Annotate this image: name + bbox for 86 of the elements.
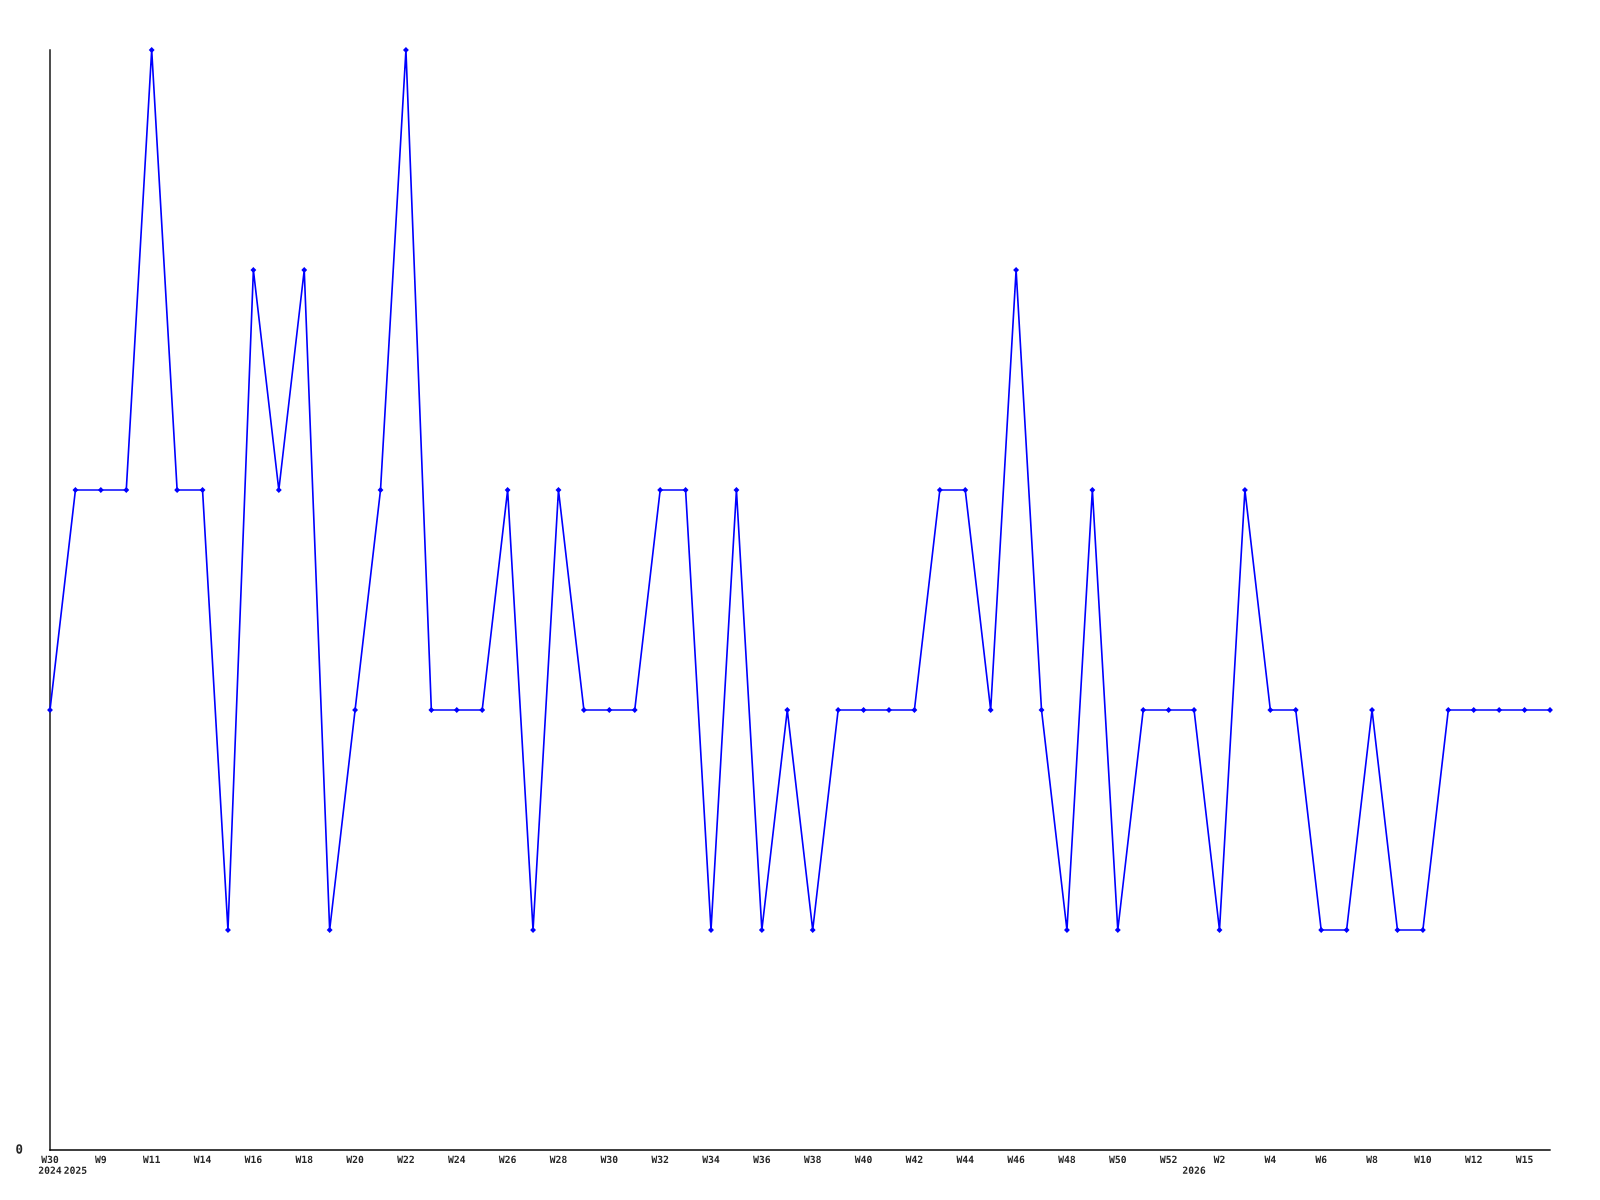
point [962,487,969,493]
point [428,707,435,713]
x-tick-label: W24 [448,1155,466,1163]
x-tick-label: W11 [142,1155,161,1163]
x-tick-label: W28 [549,1155,567,1164]
point [479,707,486,713]
x-tick-label: W9 [94,1155,107,1164]
point [148,47,155,53]
point [835,707,842,713]
point [301,267,308,273]
text: 0 [16,1144,23,1154]
point [936,487,943,493]
point [1496,707,1503,713]
point [352,707,359,713]
point [1292,707,1299,713]
point [1343,927,1350,933]
x-tick-label: W36 [753,1155,771,1164]
point [657,487,664,493]
point [377,487,384,493]
point [1318,927,1325,933]
point [72,487,79,493]
x-tick-label: W26 [498,1155,516,1164]
x-tick-label: W42 [905,1155,923,1163]
x-tick-label: W16 [244,1155,262,1164]
x-tick-label: W48 [1058,1155,1076,1164]
point [987,707,994,713]
point [1165,707,1172,713]
point [1013,267,1020,273]
x-tick-label: W14 [193,1155,211,1163]
point [275,487,282,493]
x-tick-label: W52 [1159,1155,1177,1164]
x-tick-label: 2026 [1182,1166,1206,1174]
point [504,487,511,493]
point [1038,707,1045,713]
point [860,707,867,713]
point [733,487,740,493]
x-tick-label: W22 [397,1155,414,1163]
x-tick-label: W44 [956,1155,974,1163]
point [1064,927,1070,933]
point [123,487,130,493]
x-tick-label: W50 [1109,1155,1126,1164]
x-tick-label: W20 [346,1155,364,1164]
point [402,47,409,53]
x-tick-label: W30 [600,1155,618,1164]
point [631,707,638,713]
point [1267,707,1274,713]
point [97,487,104,493]
point [1521,707,1528,713]
point [1394,927,1401,933]
point [580,707,587,713]
point [174,487,181,493]
x-tick-label: W6 [1315,1155,1327,1164]
point [606,707,613,713]
point [326,927,333,933]
point [555,487,562,493]
x-tick-label: W30 2024 [38,1155,62,1174]
x-tick-label: W32 [651,1155,669,1164]
point [250,267,257,273]
x-tick-label: W10 [1414,1155,1432,1164]
point [1241,487,1248,493]
x-tick-label: W46 [1007,1155,1025,1164]
point [1419,927,1426,933]
x-tick-label: W8 [1366,1155,1378,1164]
x-tick-label: W38 [803,1155,821,1164]
point [1445,707,1452,713]
point [453,707,460,713]
point [682,487,689,493]
point [199,487,206,493]
x-tick-label: W4 [1264,1155,1276,1163]
point [1089,487,1096,493]
point [911,707,918,713]
point [1191,707,1198,713]
point [1216,927,1223,933]
point [1140,707,1147,713]
point [758,927,765,933]
point [1114,927,1121,933]
x-tick-label: W2 [1213,1155,1225,1163]
point [809,927,816,933]
point [784,707,791,713]
point [1470,707,1477,713]
x-tick-label: W34 [702,1155,720,1164]
x-tick-label: W40 [854,1155,872,1164]
x-tick-label: W18 [295,1155,313,1164]
x-tick-label: W12 [1464,1155,1482,1163]
x-tick-label: 2025 [64,1166,87,1174]
x-tick-label: W15 [1515,1155,1533,1164]
